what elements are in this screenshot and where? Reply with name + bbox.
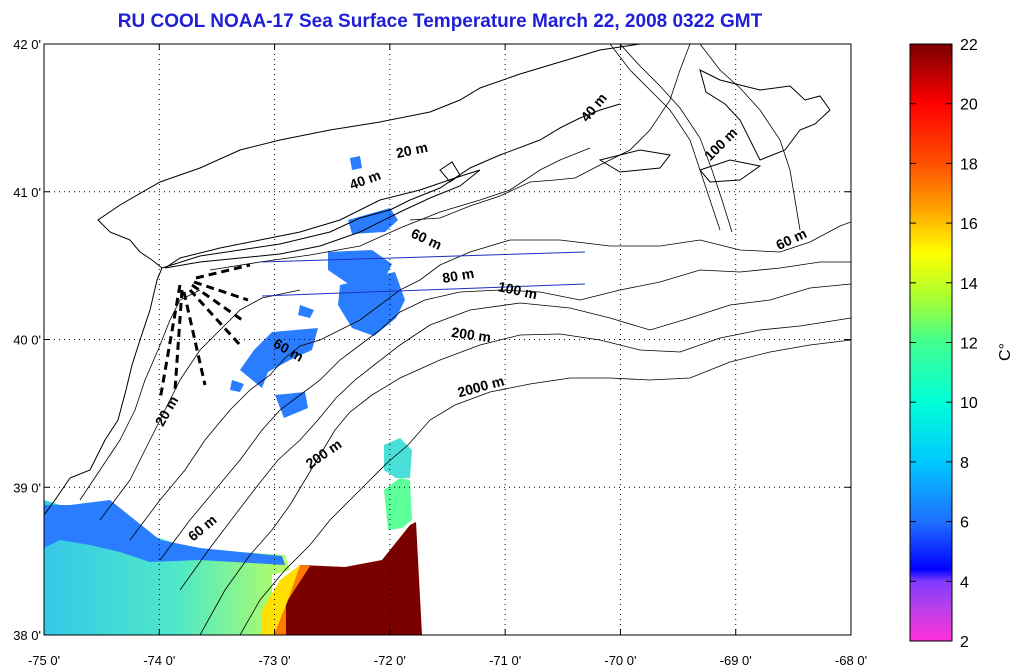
transect-line-lower [261,283,586,297]
isobath-2000m [239,339,851,635]
sst-swath [44,156,422,635]
isobath-100m [179,283,851,591]
isobath-80m [159,261,851,561]
map-axes: -75 0' -74 0' -73 0' -72 0' -71 0' -70 0' -69 … [13,37,867,668]
lat-tick-label: 41 0' [13,185,41,200]
sst-cloud-edge-patch [230,156,405,418]
sst-offshore-green [384,478,412,530]
isobath-200m [199,317,851,635]
coastline [44,44,831,516]
colorbar-tick-label: 10 [960,395,978,412]
transect-dashed-5 [191,283,246,324]
colorbar-scale [909,43,953,642]
lon-tick-label: -73 0' [259,653,291,668]
colorbar-tick-label: 16 [960,216,978,233]
lat-tick-label: 42 0' [13,37,41,52]
isobath-60m [129,221,851,541]
colorbar: 2 4 6 8 10 12 14 16 18 20 22 C° [909,37,1014,651]
sst-front-orange [272,565,310,635]
isobath-40m [99,44,691,521]
coastline-mainland [44,44,641,516]
lon-tick-label: -71 0' [489,653,521,668]
lon-tick-label: -72 0' [374,653,406,668]
canyon-contours-gulf-of-maine [609,44,801,233]
transect-dashed-3 [182,291,207,386]
colorbar-tick-label: 4 [960,574,969,591]
isobath-label: 20 m [395,139,430,161]
isobath-label: 80 m [441,265,475,286]
map-grid [44,44,851,635]
colorbar-tick-label: 20 [960,97,978,114]
lat-tick-label: 40 0' [13,333,41,348]
colorbar-tick-label: 8 [960,455,969,472]
lon-tick-label: -68 0' [835,653,867,668]
colorbar-tick-label: 18 [960,156,978,173]
lat-tick-label: 39 0' [13,480,41,495]
transect-dashed-1 [158,284,182,401]
colorbar-tick-label: 14 [960,276,978,293]
colorbar-tick-label: 12 [960,336,978,353]
map-title: RU COOL NOAA-17 Sea Surface Temperature … [118,11,763,32]
bathymetry-contours [79,44,851,635]
colorbar-tick-label: 6 [960,515,969,532]
sst-front-yellow [262,565,300,635]
sst-gulfstream-warm [272,522,422,635]
sst-coastal-blue [44,500,285,565]
colorbar-tick-label: 22 [960,37,978,54]
lon-tick-label: -74 0' [143,653,175,668]
colorbar-tick-label: 2 [960,634,969,651]
isobath-label: 200 m [450,324,492,345]
coastline-cape-cod [699,69,831,161]
colorbar-unit-label: C° [997,343,1014,361]
transect-dashed-7 [195,263,251,280]
lon-tick-label: -70 0' [604,653,636,668]
isobath-20m [79,147,591,501]
lon-tick-label: -75 0' [28,653,60,668]
lon-tick-label: -69 0' [720,653,752,668]
colorbar-ticks: 2 4 6 8 10 12 14 16 18 20 22 [910,37,978,651]
transect-line-upper [261,251,586,263]
transect-dashed-6 [193,280,249,302]
transect-lines [158,251,586,401]
lat-tick-label: 38 0' [13,628,41,643]
coastline-islands [439,149,762,183]
transect-dashed-2 [173,289,184,391]
coastline-long-island [164,169,481,269]
